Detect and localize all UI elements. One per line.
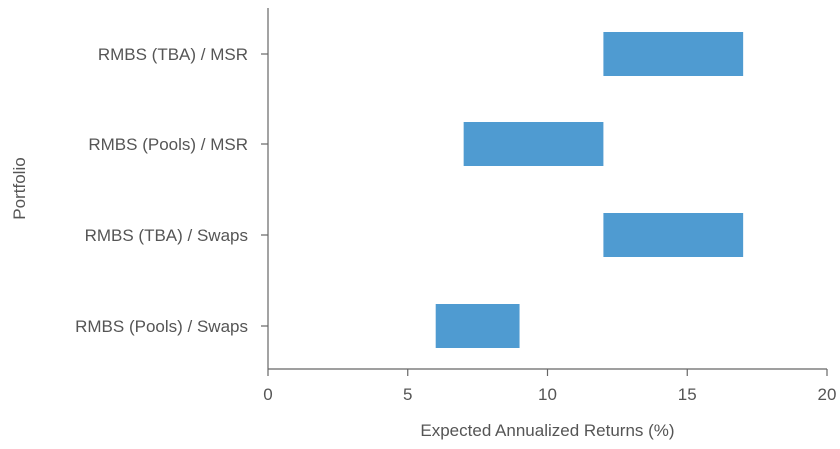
x-tick-label: 5 [403, 385, 412, 404]
y-tick-label: RMBS (Pools) / MSR [88, 135, 248, 154]
x-tick-label: 20 [818, 385, 837, 404]
y-axis-title: Portfolio [10, 157, 29, 219]
x-ticks: 0 5 10 15 20 [263, 369, 836, 404]
range-bar [603, 213, 744, 257]
y-ticks: RMBS (TBA) / MSR RMBS (Pools) / MSR RMBS (… [75, 45, 268, 336]
x-tick-label: 15 [678, 385, 697, 404]
bars-layer [435, 32, 744, 348]
x-tick-label: 0 [263, 385, 272, 404]
y-tick-label: RMBS (TBA) / MSR [98, 45, 248, 64]
y-tick-label: RMBS (Pools) / Swaps [75, 317, 248, 336]
x-axis-title: Expected Annualized Returns (%) [420, 421, 674, 440]
x-tick-label: 10 [538, 385, 557, 404]
range-bar [435, 304, 520, 348]
range-bar [603, 32, 744, 76]
y-tick-label: RMBS (TBA) / Swaps [85, 226, 248, 245]
range-bar [463, 122, 604, 166]
